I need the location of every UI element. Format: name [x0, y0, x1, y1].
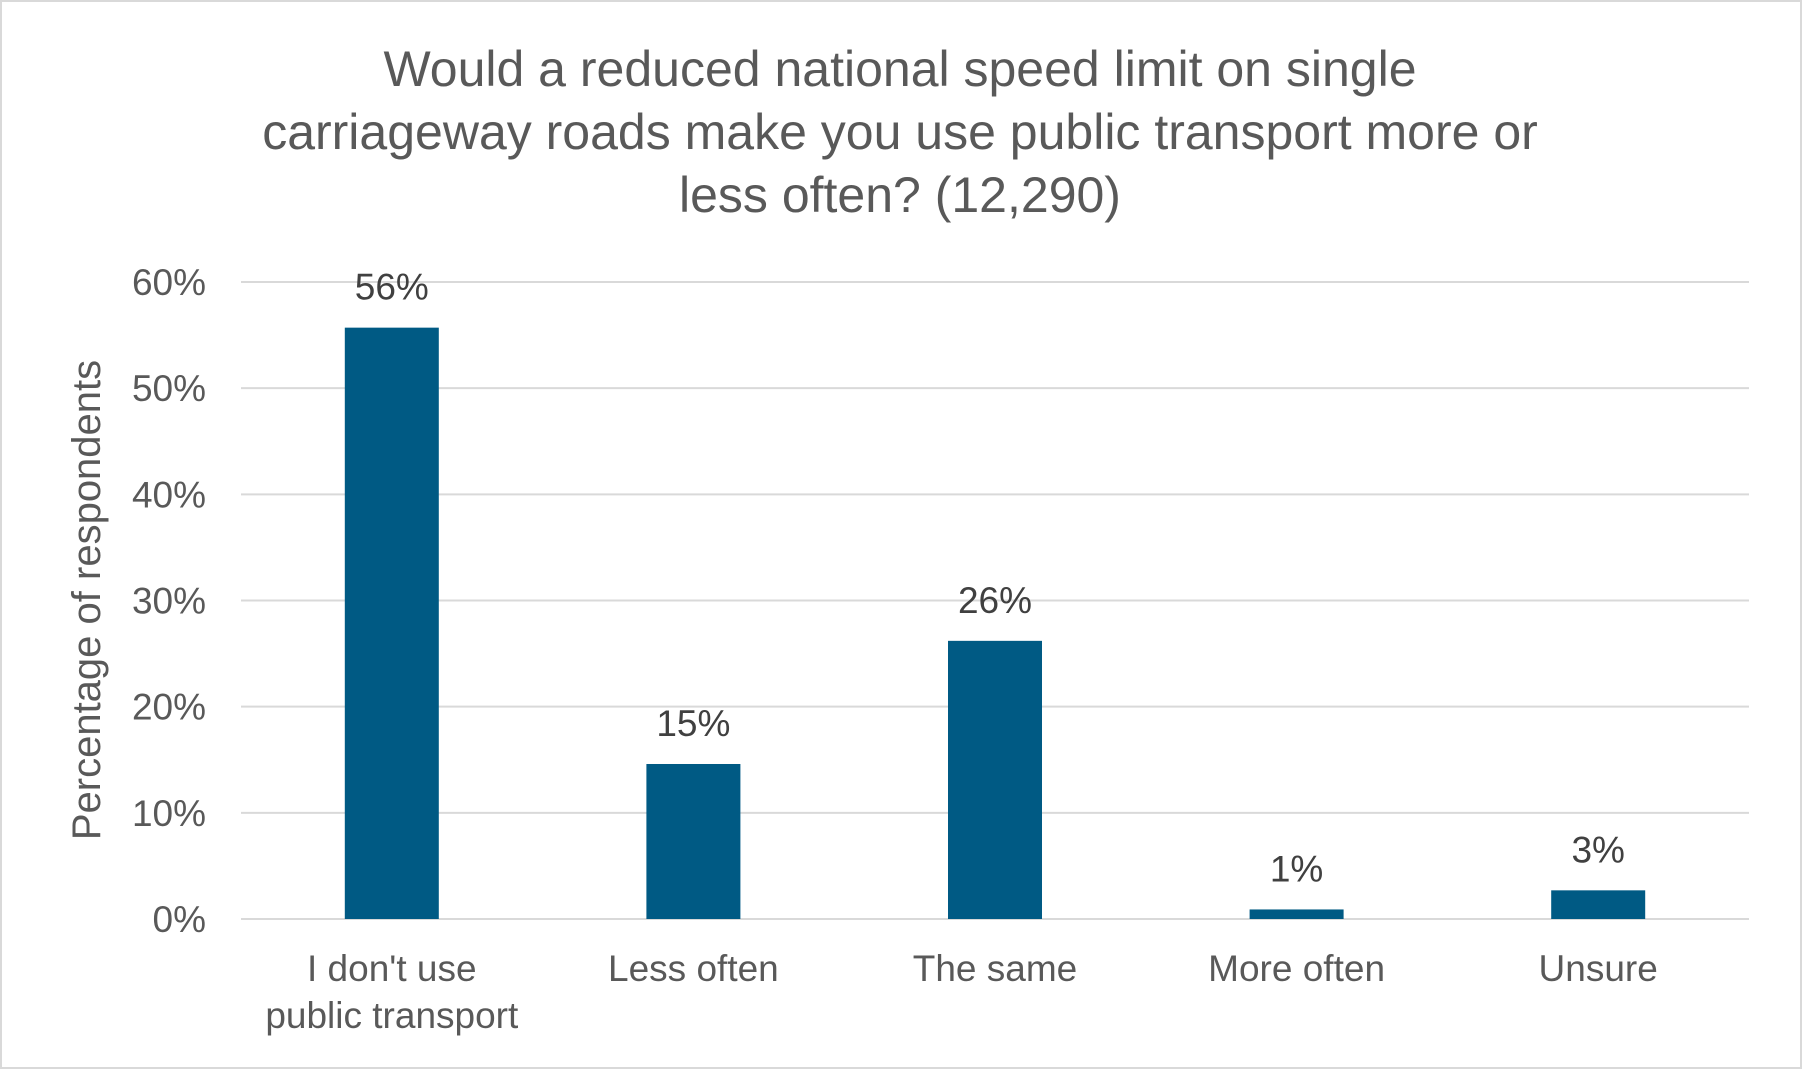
- x-category-label: Unsure: [1539, 948, 1658, 989]
- x-category-label: public transport: [265, 995, 519, 1036]
- data-label: 56%: [355, 267, 429, 308]
- chart-title-line: Would a reduced national speed limit on …: [383, 41, 1417, 97]
- data-label: 15%: [656, 703, 730, 744]
- bar: [646, 763, 741, 919]
- data-label: 26%: [958, 580, 1032, 621]
- x-category-label: I don't use: [307, 948, 477, 989]
- bar: [1249, 909, 1344, 919]
- y-tick-label: 40%: [132, 474, 206, 515]
- x-category-label: More often: [1208, 948, 1385, 989]
- y-axis-label: Percentage of respondents: [65, 360, 109, 840]
- chart-title: Would a reduced national speed limit on …: [150, 38, 1650, 227]
- y-tick-label: 20%: [132, 687, 206, 728]
- chart-title-line: carriageway roads make you use public tr…: [262, 104, 1538, 160]
- bar: [1551, 890, 1646, 919]
- bar: [344, 327, 439, 919]
- x-category-label: Less often: [608, 948, 779, 989]
- y-tick-label: 10%: [132, 793, 206, 834]
- data-label: 3%: [1571, 829, 1624, 870]
- bar: [948, 640, 1042, 919]
- data-label: 1%: [1270, 848, 1323, 889]
- y-tick-label: 60%: [132, 262, 206, 303]
- x-category-label: The same: [913, 948, 1078, 989]
- chart-title-line: less often? (12,290): [679, 167, 1121, 223]
- y-tick-label: 50%: [132, 368, 206, 409]
- y-tick-label: 30%: [132, 581, 206, 622]
- y-tick-label: 0%: [153, 899, 206, 940]
